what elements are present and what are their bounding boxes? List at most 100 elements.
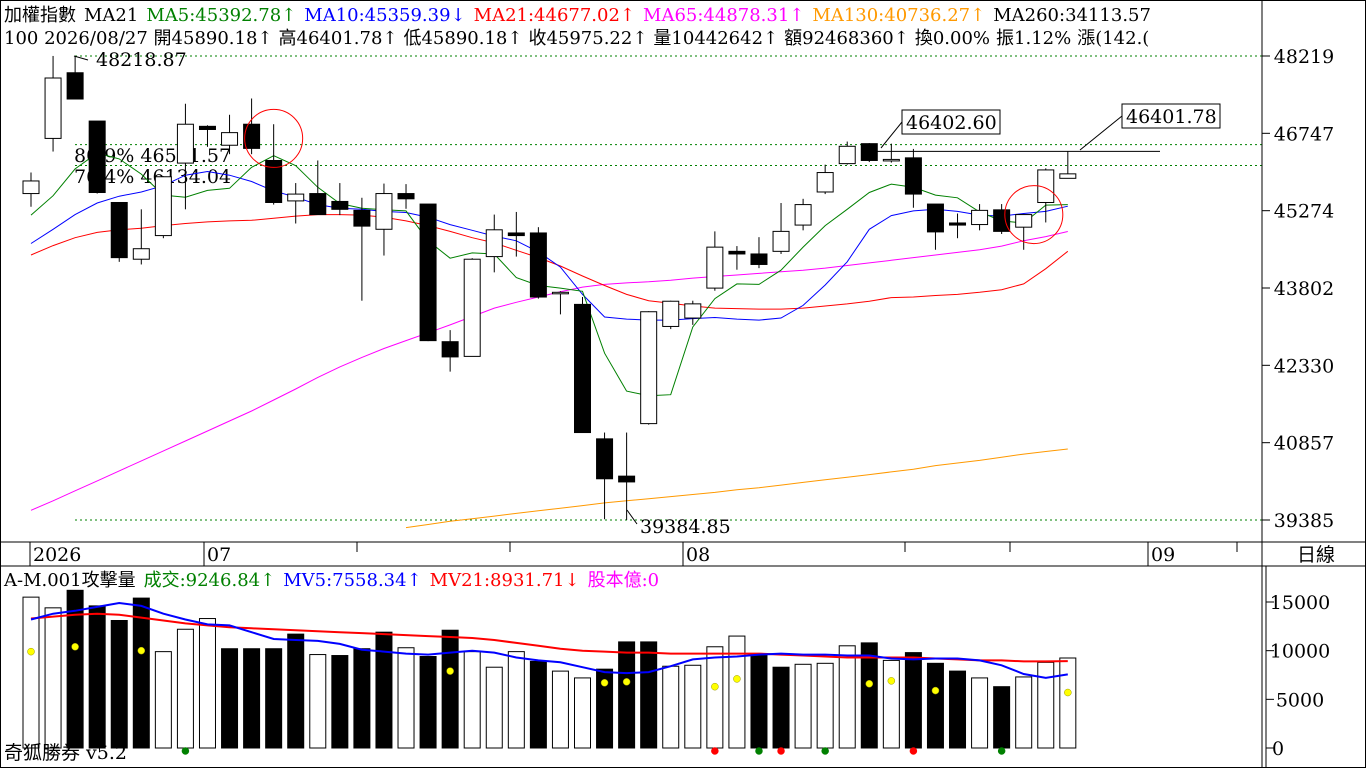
box-leader-line (880, 121, 903, 149)
volume-bar (265, 648, 283, 749)
signal-dot (71, 643, 79, 651)
candle (618, 432, 636, 521)
header-quote-item: 量10442642↑ (653, 28, 778, 49)
candle-body (463, 258, 481, 357)
volume-bar (993, 686, 1011, 749)
price-axis: 48219 46747 45274 43802 42330 40857 39385 (1261, 0, 1334, 768)
volume-bar (640, 641, 658, 749)
signal-dot (733, 675, 741, 683)
volume-bar (794, 663, 812, 749)
price-tick-label: 42330 (1274, 355, 1334, 377)
candle (816, 164, 834, 195)
candle-body (331, 200, 349, 210)
signal-dot (622, 678, 631, 686)
volume-bar (221, 648, 239, 749)
candle-body (640, 311, 658, 425)
volume-header: A-M.001攻擊量 成交:9246.84↑ MV5:7558.34↑ MV21:89… (3, 570, 659, 591)
candle (375, 183, 393, 256)
volume-bar (529, 660, 547, 749)
candle (88, 120, 106, 194)
header-ma-item: MA260:34113.57 (993, 5, 1151, 26)
date-label: 08 (686, 544, 710, 566)
candle (309, 160, 327, 216)
candle-body (132, 248, 150, 260)
volume-bar (838, 645, 856, 749)
header-ma-item: MA5:45392.78↑ (146, 5, 296, 26)
volume-bar (507, 651, 525, 749)
candle (110, 201, 128, 262)
candle (1037, 168, 1055, 223)
candle-body (529, 232, 547, 298)
volume-bar (243, 648, 261, 749)
candle-body (816, 172, 834, 193)
price-tick-label: 40857 (1274, 433, 1334, 455)
candle (551, 291, 569, 315)
volume-bar (309, 654, 327, 749)
volume-bar (684, 664, 702, 749)
candle-body (949, 222, 967, 226)
highlight-circle (244, 108, 304, 168)
volume-bar (926, 662, 944, 749)
candle-body (750, 253, 768, 265)
volume-bar (618, 641, 636, 749)
volume-bar (662, 665, 680, 749)
price-tick-label: 48219 (1274, 46, 1334, 68)
software-label: 奇狐勝券 v5.2 (4, 742, 127, 764)
box-value-label: 46402.60 (906, 112, 997, 134)
date-label: 09 (1151, 544, 1175, 566)
candle-body (66, 72, 84, 100)
candle-body (375, 193, 393, 230)
candle-body (993, 209, 1011, 232)
candle (838, 141, 856, 165)
candle-body (419, 203, 437, 342)
price-tick-label: 46747 (1274, 123, 1334, 145)
fib-level-label: 76.4% 46134.04 (74, 166, 231, 188)
volume-bar (44, 607, 62, 749)
price-tick-label: 45274 (1274, 201, 1334, 223)
candle-body (22, 180, 40, 195)
volume-bar (463, 651, 481, 749)
volume-bar (485, 666, 503, 749)
header-quote-item: 低45890.18↑ (403, 28, 522, 49)
volume-bar (375, 631, 393, 749)
candle (706, 231, 724, 291)
candle-body (309, 193, 327, 216)
ma130-line (405, 448, 1068, 529)
candle (971, 204, 989, 231)
candle-body (772, 230, 790, 252)
box-label-frame (901, 109, 1001, 135)
volume-bar (882, 659, 900, 749)
volume-header-item: MV21:8931.71↓ (430, 570, 580, 591)
signal-markers (244, 108, 1064, 245)
price-header-line-2: 100 2026/08/27 開45890.18↑ 高46401.78↑ 低4589… (4, 28, 1149, 49)
mv5-line (30, 601, 1068, 679)
header-ma-item: 加權指數 (4, 5, 76, 26)
candle-body (198, 125, 216, 130)
candle-body (596, 438, 614, 480)
volume-header-item: 股本億:0 (588, 570, 660, 591)
candle (287, 183, 305, 224)
candle-body (1015, 214, 1033, 228)
volume-bar (728, 635, 746, 749)
candle (132, 209, 150, 265)
volume-bar (331, 655, 349, 749)
volume-bar (860, 642, 878, 749)
volume-header-item: MV5:7558.34↑ (283, 570, 421, 591)
candle-body (485, 229, 503, 258)
candle-body (551, 291, 569, 295)
volume-bar (22, 596, 40, 749)
volume-bar (110, 619, 128, 749)
volume-bar (816, 662, 834, 749)
signal-dot (865, 680, 874, 688)
date-label: 07 (207, 544, 231, 566)
candle-body (926, 203, 944, 233)
candle-body (507, 232, 525, 237)
candle (44, 55, 62, 152)
box-value-label: 46401.78 (1126, 106, 1217, 128)
signal-dot (997, 747, 1006, 755)
volume-bar (904, 652, 922, 749)
candle (794, 198, 812, 231)
candle (154, 176, 172, 239)
volume-bar (88, 605, 106, 749)
price-header-line-1: 加權指數 MA21 MA5:45392.78↑ MA10:45359.39↓ MA21:… (4, 5, 1151, 26)
